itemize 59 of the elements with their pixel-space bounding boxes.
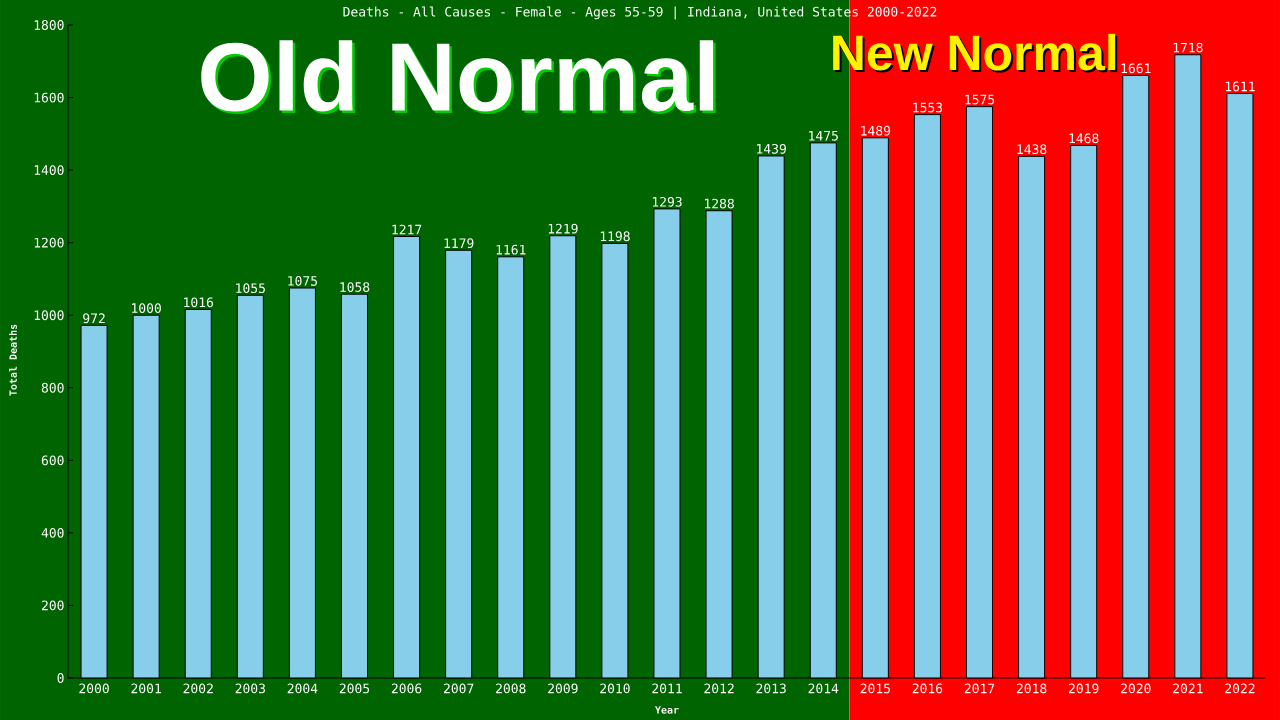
y-tick-label: 200 (41, 600, 64, 611)
y-tick-label: 600 (41, 455, 64, 466)
x-tick-label: 2007 (443, 683, 474, 694)
data-label: 1217 (392, 224, 422, 235)
data-label: 1179 (444, 238, 474, 249)
x-tick-label: 2014 (808, 683, 839, 694)
data-label: 1016 (184, 297, 214, 308)
x-tick-label: 2018 (1016, 683, 1047, 694)
y-tick-label: 1400 (34, 165, 64, 176)
data-label: 1293 (652, 196, 682, 207)
y-tick-label: 1200 (34, 237, 64, 248)
x-tick-label: 2001 (131, 683, 161, 694)
y-tick-label: 1800 (34, 20, 64, 30)
data-label: 1219 (548, 223, 578, 234)
data-label: 1611 (1225, 81, 1255, 92)
x-tick-label: 2004 (287, 683, 318, 694)
x-axis-title: Year (655, 706, 679, 714)
x-tick-label: 2022 (1225, 683, 1255, 694)
x-tick-label: 2017 (964, 683, 995, 694)
data-label: 1198 (600, 231, 630, 242)
x-tick-label: 2008 (496, 683, 526, 694)
data-label: 1718 (1173, 42, 1203, 53)
data-label: 1075 (288, 275, 318, 286)
x-tick-label: 2012 (704, 683, 734, 694)
x-tick-label: 2002 (183, 683, 213, 694)
x-tick-label: 2010 (600, 683, 630, 694)
data-label: 1661 (1121, 63, 1151, 74)
data-label: 1000 (132, 303, 161, 314)
x-tick-label: 2021 (1173, 683, 1203, 694)
y-tick-label: 0 (57, 673, 64, 683)
data-label: 1575 (965, 94, 995, 105)
y-tick-label: 400 (41, 527, 64, 538)
x-tick-label: 2005 (339, 683, 370, 694)
data-label: 1475 (809, 131, 838, 141)
x-tick-label: 2020 (1121, 683, 1151, 694)
band-label: Old Normal (201, 40, 714, 112)
y-axis-title: Total Deaths (9, 324, 17, 396)
x-tick-label: 2015 (860, 683, 890, 694)
data-label: 1468 (1069, 133, 1099, 144)
x-tick-label: 2003 (235, 683, 265, 694)
x-tick-label: 2011 (652, 683, 682, 694)
data-label: 1288 (704, 198, 734, 209)
x-tick-label: 2000 (79, 683, 109, 694)
x-tick-label: 2013 (756, 683, 786, 694)
y-tick-label: 800 (41, 382, 64, 393)
data-label: 1055 (236, 283, 265, 294)
y-tick-label: 1600 (34, 92, 64, 103)
data-label: 1058 (340, 282, 370, 292)
data-label: 1438 (1017, 144, 1047, 155)
data-label: 972 (83, 313, 105, 324)
y-tick-label: 1000 (34, 310, 64, 321)
x-tick-label: 2019 (1069, 683, 1099, 694)
data-label: 1439 (757, 143, 786, 154)
data-label: 1161 (496, 244, 526, 255)
x-tick-label: 2006 (391, 683, 422, 694)
data-label: 1553 (913, 102, 943, 113)
x-tick-label: 2016 (912, 683, 943, 694)
x-tick-label: 2009 (548, 683, 578, 694)
data-label: 1489 (861, 125, 891, 136)
